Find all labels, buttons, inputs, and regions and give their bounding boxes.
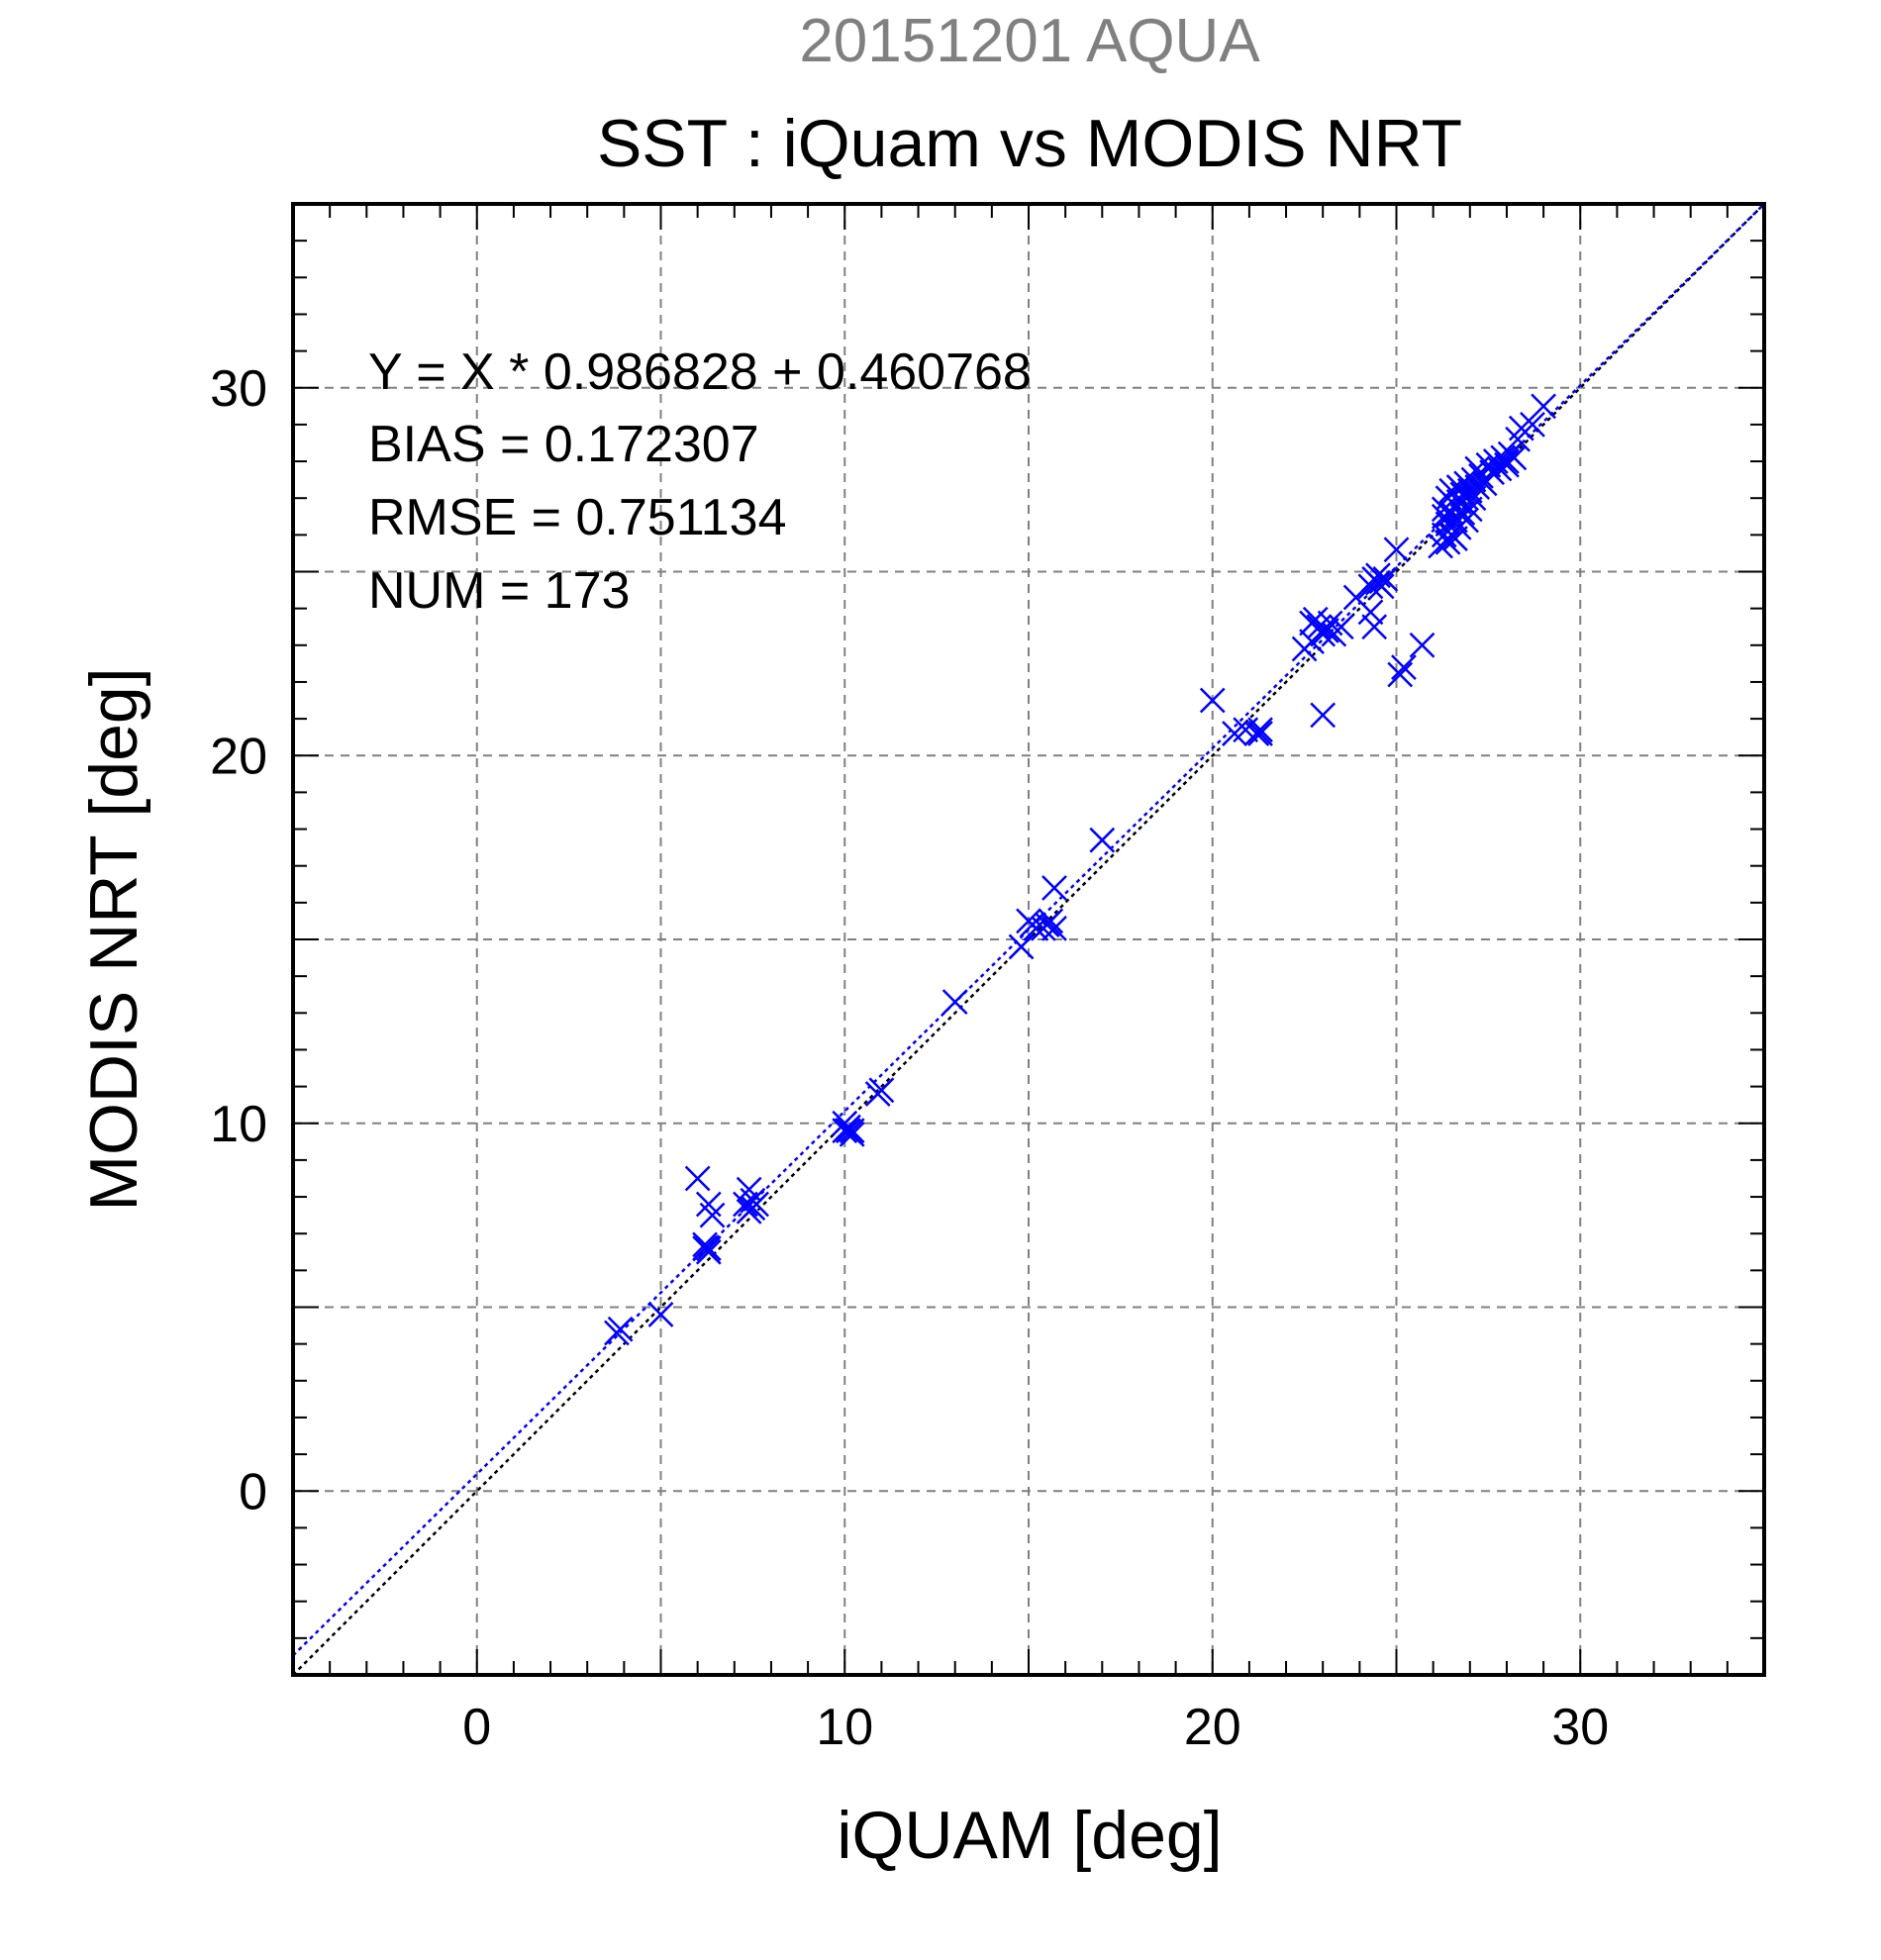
data-point xyxy=(647,1302,674,1327)
data-point xyxy=(1008,933,1035,960)
data-point xyxy=(868,1077,895,1104)
data-point xyxy=(607,1316,634,1342)
data-point xyxy=(695,1238,722,1265)
data-point xyxy=(839,1122,865,1147)
x-tick-label: 30 xyxy=(1551,1699,1609,1756)
data-point xyxy=(941,989,968,1016)
y-tick-label: 0 xyxy=(239,1463,267,1520)
data-points xyxy=(604,393,1556,1346)
x-tick-label: 20 xyxy=(1184,1699,1241,1756)
data-point xyxy=(1328,614,1354,640)
data-point xyxy=(839,1118,865,1144)
data-point xyxy=(1357,599,1384,626)
chart-title: SST : iQuam vs MODIS NRT xyxy=(597,106,1462,181)
data-point xyxy=(695,1235,722,1261)
data-point xyxy=(1409,632,1436,658)
data-point xyxy=(1383,537,1410,563)
data-point xyxy=(736,1199,762,1225)
data-point xyxy=(1314,618,1339,643)
data-point xyxy=(1038,908,1064,934)
data-point xyxy=(1438,500,1465,526)
rmse-stat: RMSE = 0.751134 xyxy=(368,489,787,546)
data-point xyxy=(1431,503,1457,530)
fit-equation: Y = X * 0.986828 + 0.460768 xyxy=(368,343,1032,401)
data-point xyxy=(1247,721,1273,746)
data-point xyxy=(1361,614,1388,640)
data-point xyxy=(733,1191,758,1218)
data-point xyxy=(1041,875,1067,901)
y-tick-label: 10 xyxy=(210,1096,267,1153)
data-point xyxy=(1310,702,1336,729)
data-point xyxy=(699,1202,726,1228)
data-point xyxy=(1494,448,1520,474)
data-point xyxy=(1199,687,1226,714)
data-point xyxy=(1372,566,1399,592)
data-point xyxy=(1247,717,1273,743)
data-point xyxy=(1531,393,1556,420)
data-point xyxy=(1435,529,1461,555)
chart-subtitle: 20151201 AQUA xyxy=(799,7,1260,75)
y-tick-label: 30 xyxy=(210,360,267,418)
data-point xyxy=(684,1165,711,1192)
data-point xyxy=(1089,827,1116,853)
data-point xyxy=(1445,515,1472,540)
data-point xyxy=(1365,562,1391,589)
stats-annotation: Y = X * 0.986828 + 0.460768 BIAS = 0.172… xyxy=(368,343,1032,620)
plot-frame xyxy=(291,202,1766,1677)
bias-stat: BIAS = 0.172307 xyxy=(368,416,759,473)
grid xyxy=(293,204,1764,1675)
num-stat: NUM = 173 xyxy=(368,562,630,620)
y-axis-label: MODIS NRT [deg] xyxy=(76,667,151,1211)
x-tick-label: 10 xyxy=(816,1699,873,1756)
data-point xyxy=(1041,915,1067,941)
data-point xyxy=(1357,573,1384,600)
data-point xyxy=(1391,654,1417,680)
data-point xyxy=(1387,661,1414,688)
data-point xyxy=(1520,412,1545,438)
x-axis-label: iQUAM [deg] xyxy=(837,1798,1222,1873)
x-tick-label: 0 xyxy=(462,1699,491,1756)
y-tick-label: 20 xyxy=(210,728,267,785)
